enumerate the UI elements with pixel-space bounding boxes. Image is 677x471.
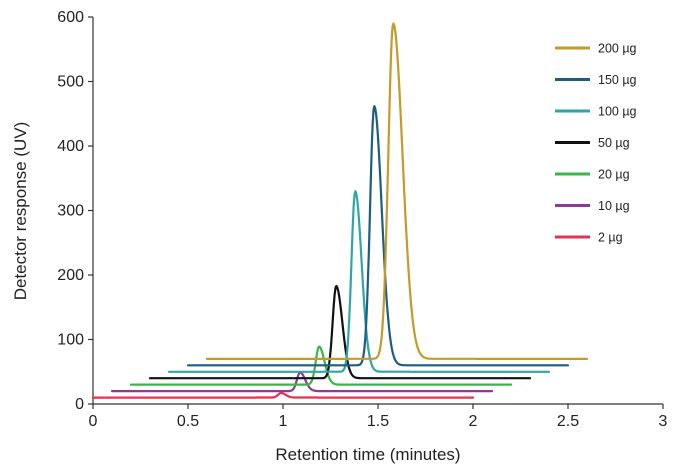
series-line (167, 190, 551, 373)
x-tick-label: 3 (659, 413, 668, 430)
legend-label: 100 µg (598, 105, 637, 119)
legend-label: 10 µg (598, 199, 630, 213)
y-tick-label: 600 (57, 9, 84, 26)
legend-label: 200 µg (598, 42, 637, 56)
x-tick-label: 1 (279, 413, 288, 430)
legend-label: 150 µg (598, 73, 637, 87)
y-tick-label: 400 (57, 138, 84, 155)
series-group (91, 22, 589, 399)
legend-label: 50 µg (598, 136, 630, 150)
legend-label: 20 µg (598, 168, 630, 182)
x-tick-label: 2 (469, 413, 478, 430)
x-tick-label: 1.5 (367, 413, 389, 430)
x-tick-label: 0.5 (177, 413, 199, 430)
legend-label: 2 µg (598, 231, 623, 245)
x-tick-label: 2.5 (557, 413, 579, 430)
series-line (91, 391, 475, 399)
x-axis-title: Retention time (minutes) (275, 445, 460, 464)
series-line (110, 371, 494, 393)
series-line (205, 22, 589, 360)
y-tick-label: 300 (57, 203, 84, 220)
y-tick-label: 100 (57, 332, 84, 349)
series-line (129, 345, 513, 386)
x-tick-label: 0 (89, 413, 98, 430)
series-line (148, 284, 532, 380)
series-line (186, 104, 570, 367)
y-tick-label: 500 (57, 74, 84, 91)
legend: 200 µg 150 µg 100 µg 50 µg 20 µg 10 µg 2 µg (555, 42, 637, 245)
axes-group: 0 100 200 300 400 500 600 0 0.5 1 1.5 2 2.5 3 (57, 9, 667, 430)
y-tick-label: 200 (57, 267, 84, 284)
y-tick-label: 0 (75, 396, 84, 413)
y-axis-title: Detector response (UV) (11, 122, 30, 301)
